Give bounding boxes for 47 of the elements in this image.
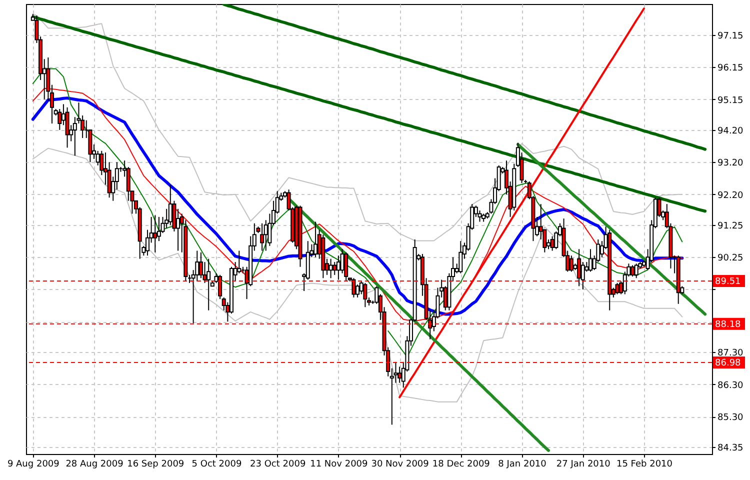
- x-tick-label: 18 Dec 2009: [432, 460, 490, 470]
- y-tick-label: 96.15: [718, 64, 744, 74]
- x-tick-label: 30 Nov 2009: [371, 460, 430, 470]
- x-tick-label: 11 Nov 2009: [310, 460, 368, 470]
- candlestick: [588, 248, 593, 272]
- line-series: [516, 142, 707, 316]
- candlestick: [634, 263, 638, 279]
- y-tick-label: 92.20: [718, 190, 744, 201]
- candlestick: [168, 184, 172, 226]
- candlestick: [398, 366, 402, 384]
- line-series: [31, 15, 707, 213]
- x-tick-label: 8 Jan 2010: [498, 460, 547, 470]
- y-tick-label: 86.30: [718, 380, 744, 391]
- y-tick-label: 90.25: [718, 254, 744, 264]
- y-tick-label: 95.15: [718, 96, 744, 106]
- candlestick: [153, 214, 158, 253]
- y-tick-label: 87.30: [718, 348, 744, 359]
- y-tick-label: 91.25: [718, 221, 744, 232]
- candlestick: [65, 106, 70, 148]
- x-tick-label: 28 Aug 2009: [66, 460, 124, 470]
- x-tick-label: 27 Jan 2010: [556, 460, 611, 470]
- x-tick-label: 9 Aug 2009: [7, 460, 60, 470]
- y-tick-label: 94.20: [718, 126, 744, 136]
- candlestick: [569, 255, 574, 272]
- candlestick: [260, 222, 264, 252]
- y-tick-label: 85.30: [718, 413, 744, 424]
- y-tick-label: 84.35: [718, 444, 744, 454]
- candlestick: [328, 258, 333, 279]
- x-tick-label: 5 Oct 2009: [192, 460, 242, 470]
- candlestick: [332, 262, 337, 276]
- candlestick: [314, 221, 318, 258]
- candlestick: [237, 250, 242, 274]
- y-tick-label: 93.20: [718, 158, 744, 169]
- ref-line-label: 89.51: [715, 277, 741, 288]
- candlestick: [458, 240, 463, 274]
- x-tick-label: 16 Sep 2009: [127, 460, 184, 470]
- candlestick: [206, 258, 211, 311]
- candlestick: [630, 264, 635, 278]
- ref-line-label: 86.98: [715, 358, 742, 369]
- candlestick: [198, 252, 203, 279]
- candlestick: [478, 210, 482, 222]
- x-tick-label: 23 Oct 2009: [250, 460, 306, 470]
- candlestick: [336, 255, 340, 280]
- x-tick-label: 15 Feb 2010: [616, 460, 673, 470]
- line-series: [222, 4, 707, 151]
- y-tick-label: 97.15: [718, 31, 744, 42]
- ref-line-label: 88.18: [715, 320, 742, 330]
